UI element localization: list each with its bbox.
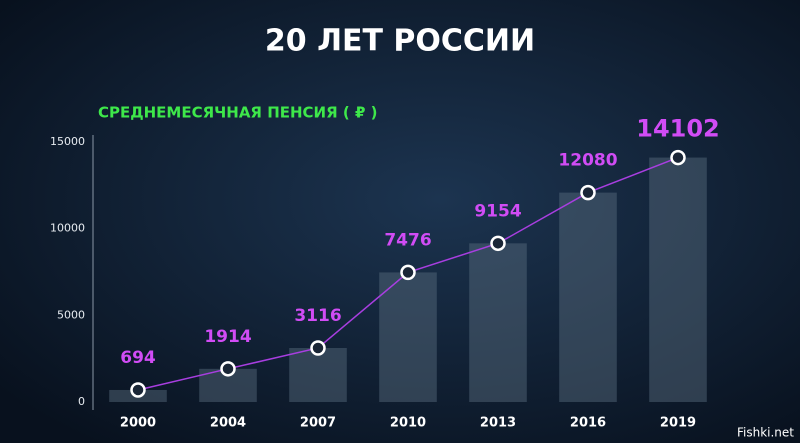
x-tick-label: 2000 [120,416,156,431]
x-tick-label: 2019 [660,416,696,431]
value-label: 3116 [294,306,341,326]
y-tick-label: 5000 [57,308,85,321]
bar [469,243,527,402]
value-label: 12080 [558,151,617,171]
y-tick-label: 10000 [50,222,85,235]
chart-title: 20 ЛЕТ РОССИИ [265,24,535,59]
x-tick-label: 2016 [570,416,606,431]
point [490,235,506,252]
x-tick-label: 2010 [390,416,426,431]
y-tick-label: 0 [78,395,85,408]
chart-subtitle: СРЕДНЕМЕСЯЧНАЯ ПЕНСИЯ ( ₽ ) [98,104,377,122]
y-tick-label: 15000 [50,135,85,148]
watermark: Fishki.net [737,426,794,440]
x-tick-label: 2013 [480,416,516,431]
point [580,184,596,201]
bar [289,347,347,402]
x-tick-label: 2004 [210,416,246,431]
bar [379,272,437,402]
value-label: 1914 [204,327,251,347]
x-tick-label: 2007 [300,416,336,431]
value-label: 694 [120,348,156,368]
value-label: 7476 [384,230,431,250]
bar [559,192,617,402]
point [220,361,236,377]
value-label: 9154 [474,201,521,221]
point [310,340,326,356]
point [670,149,686,166]
point [400,264,416,281]
point [130,382,146,398]
bar [649,157,707,402]
value-label: 14102 [636,115,720,143]
